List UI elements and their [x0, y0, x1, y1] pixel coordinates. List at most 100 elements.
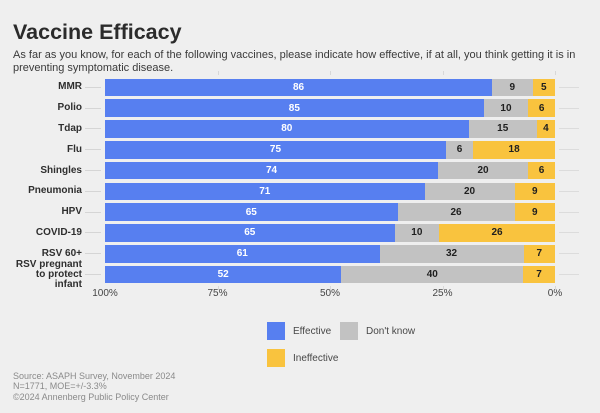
bar-segment-effective: 65: [105, 203, 398, 221]
bar-row: MMR 86 9 5: [0, 77, 600, 98]
x-axis-tick-label: 100%: [92, 288, 118, 299]
legend-swatch: [340, 322, 358, 340]
bar-segment-don-t-know: 32: [379, 245, 524, 263]
row-tick-left: [85, 86, 101, 88]
bar-segment-ineffective: 6: [528, 99, 555, 117]
source-line: Source: ASAPH Survey, November 2024: [13, 371, 176, 381]
row-label: Flu: [67, 143, 82, 155]
source-line: N=1771, MOE=+/-3.3%: [13, 381, 107, 392]
row-tick-right: [559, 128, 579, 130]
bar-segment-effective: 80: [105, 120, 469, 138]
row-label: COVID-19: [35, 226, 82, 238]
bar-segment-don-t-know: 26: [397, 203, 515, 221]
bar-row: RSV pregnant to protect infant 52 40 7: [0, 259, 600, 289]
bar-segment-ineffective: 4: [536, 120, 555, 138]
row-tick-left: [85, 274, 101, 276]
stacked-bar-chart: MMR 86 9 5 Polio 85 10 6 Tdap 80 15 4 Flu 75 6 18 Shingl…: [0, 71, 600, 302]
row-tick-right: [559, 149, 579, 151]
bar-segment-ineffective: 7: [523, 245, 555, 263]
bar-row: Shingles 74 20 6: [0, 160, 600, 181]
bar-track: 52 40 7: [105, 265, 555, 284]
legend-item-ineffective: Ineffective: [267, 349, 340, 367]
row-label: Pneumonia: [28, 185, 82, 197]
legend: Effective Don't know Ineffective: [267, 322, 477, 367]
axis-gridtick: [217, 71, 219, 75]
row-label: Polio: [57, 102, 82, 114]
row-tick-left: [85, 149, 101, 151]
row-label: MMR: [58, 81, 82, 93]
row-tick-right: [559, 274, 579, 276]
row-tick-left: [85, 190, 101, 192]
bar-segment-effective: 85: [105, 99, 484, 117]
row-label: Tdap: [58, 122, 82, 134]
bar-track: 71 20 9: [105, 182, 555, 201]
x-axis: 100% 75% 50% 25% 0%: [0, 288, 600, 302]
legend-item-effective: Effective: [267, 322, 340, 340]
bar-segment-effective: 75: [105, 141, 446, 159]
row-tick-right: [559, 253, 579, 255]
bar-segment-don-t-know: 9: [492, 78, 533, 97]
bar-segment-ineffective: 5: [532, 78, 555, 97]
bar-row: COVID-19 65 10 26: [0, 223, 600, 244]
bar-segment-don-t-know: 15: [468, 120, 537, 138]
legend-label: Effective: [293, 325, 332, 337]
x-axis-tick-label: 0%: [547, 288, 563, 299]
row-tick-left: [85, 253, 101, 255]
row-tick-left: [85, 211, 101, 213]
row-label: HPV: [61, 206, 82, 218]
bar-segment-don-t-know: 20: [438, 161, 528, 180]
legend-label: Ineffective: [293, 352, 339, 364]
row-tick-left: [85, 107, 101, 109]
legend-item-don-t-know: Don't know: [340, 322, 470, 340]
bar-track: 86 9 5: [105, 78, 555, 97]
legend-swatch: [267, 322, 285, 340]
bar-segment-effective: 71: [105, 182, 425, 201]
axis-gridtick: [217, 286, 219, 290]
chart-subtitle: As far as you know, for each of the foll…: [13, 49, 576, 74]
x-axis-tick-label: 25%: [432, 288, 453, 299]
bar-track: 80 15 4: [105, 120, 555, 138]
bar-segment-don-t-know: 40: [341, 265, 524, 284]
row-tick-right: [559, 86, 579, 88]
bar-track: 75 6 18: [105, 141, 555, 159]
bar-row: Flu 75 6 18: [0, 139, 600, 160]
legend-swatch: [267, 349, 285, 367]
axis-gridtick: [330, 286, 331, 290]
row-label: Shingles: [40, 164, 82, 176]
bar-segment-don-t-know: 10: [483, 99, 529, 117]
bar-track: 61 32 7: [105, 245, 555, 263]
row-tick-right: [559, 211, 579, 213]
row-tick-right: [559, 107, 579, 109]
x-axis-tick-label: 75%: [207, 288, 228, 299]
bar-segment-ineffective: 18: [473, 141, 555, 159]
bar-segment-effective: 65: [105, 224, 395, 242]
bar-segment-effective: 61: [105, 245, 380, 263]
axis-gridtick: [442, 286, 444, 290]
bar-segment-don-t-know: 20: [424, 182, 515, 201]
axis-gridtick: [555, 71, 556, 75]
legend-label: Don't know: [366, 325, 416, 337]
bar-row: Polio 85 10 6: [0, 98, 600, 119]
bar-track: 65 10 26: [105, 224, 555, 242]
axis-gridtick: [442, 71, 444, 75]
bar-segment-effective: 74: [105, 161, 438, 180]
x-axis-tick-label: 50%: [319, 288, 341, 299]
bar-row: HPV 65 26 9: [0, 202, 600, 223]
row-label: RSV pregnant to protect infant: [15, 258, 82, 290]
bar-segment-ineffective: 6: [528, 161, 555, 180]
bar-segment-don-t-know: 6: [445, 141, 474, 159]
source-line: ©2024 Annenberg Public Policy Center: [13, 391, 169, 402]
bar-track: 85 10 6: [105, 99, 555, 117]
bar-segment-ineffective: 7: [523, 265, 555, 284]
axis-gridtick: [330, 71, 331, 75]
bar-segment-don-t-know: 10: [394, 224, 440, 242]
source-note: Source: ASAPH Survey, November 2024 N=177…: [13, 371, 175, 402]
bar-track: 74 20 6: [105, 161, 555, 180]
bar-track: 65 26 9: [105, 203, 555, 221]
row-tick-left: [85, 170, 101, 172]
page-title: Vaccine Efficacy: [13, 20, 182, 45]
bar-segment-ineffective: 9: [514, 182, 555, 201]
bar-segment-effective: 86: [105, 78, 492, 97]
row-tick-right: [559, 190, 579, 192]
row-label: RSV 60+: [41, 247, 82, 259]
